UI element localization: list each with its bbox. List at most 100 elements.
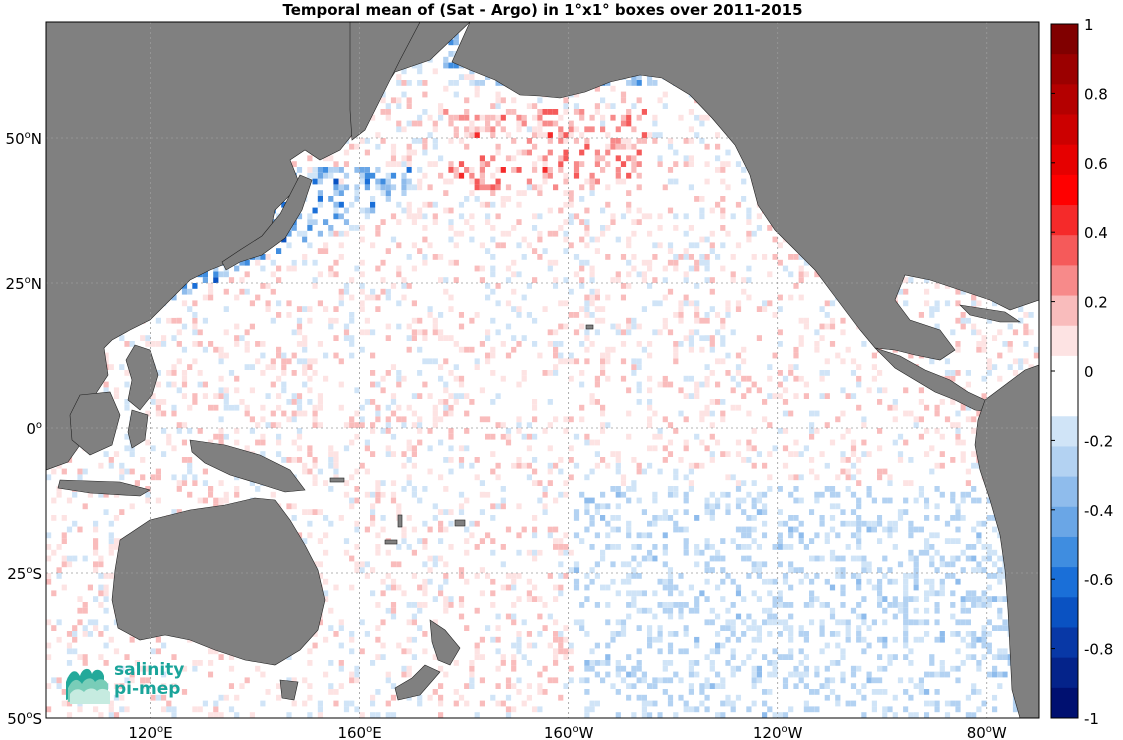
data-cell: [479, 236, 485, 243]
data-cell: [573, 433, 580, 440]
data-cell: [338, 167, 344, 173]
data-cell: [458, 694, 465, 701]
data-cell: [385, 712, 391, 718]
data-cell: [302, 486, 308, 492]
data-cell: [390, 161, 397, 167]
data-cell: [563, 538, 569, 544]
data-cell: [605, 323, 611, 330]
data-cell: [385, 445, 391, 452]
data-cell: [469, 677, 475, 684]
data-cell: [720, 265, 726, 272]
data-cell: [218, 358, 224, 365]
data-cell: [667, 491, 674, 498]
data-cell: [500, 271, 506, 278]
data-cell: [720, 213, 726, 220]
data-cell: [667, 515, 674, 521]
data-cell: [652, 700, 658, 707]
data-cell: [600, 515, 606, 521]
data-cell: [652, 242, 658, 249]
data-cell: [479, 352, 485, 359]
data-cell: [626, 213, 632, 220]
data-cell: [427, 561, 433, 568]
data-cell: [249, 317, 255, 324]
data-cell: [464, 196, 470, 202]
data-cell: [532, 213, 538, 220]
data-cell: [458, 358, 465, 365]
data-cell: [704, 619, 710, 626]
data-cell: [662, 573, 668, 579]
data-cell: [620, 526, 627, 533]
data-cell: [390, 474, 397, 481]
data-cell: [464, 306, 470, 312]
data-cell: [678, 648, 684, 655]
data-cell: [505, 462, 512, 469]
data-cell: [636, 161, 642, 167]
data-cell: [479, 375, 485, 382]
data-cell: [443, 381, 449, 388]
data-cell: [307, 468, 313, 475]
data-cell: [652, 207, 658, 214]
data-cell: [568, 642, 574, 649]
data-cell: [422, 538, 428, 544]
data-cell: [161, 706, 167, 713]
data-cell: [563, 109, 569, 115]
data-cell: [667, 648, 674, 655]
data-cell: [401, 178, 407, 185]
data-cell: [584, 665, 590, 672]
data-cell: [620, 578, 627, 585]
data-cell: [474, 642, 480, 649]
data-cell: [448, 271, 454, 278]
data-cell: [406, 323, 412, 330]
data-cell: [704, 155, 710, 162]
data-cell: [438, 375, 444, 382]
data-cell: [573, 213, 580, 220]
data-cell: [56, 636, 62, 643]
data-cell: [438, 416, 444, 423]
data-cell: [438, 596, 444, 602]
data-cell: [108, 671, 114, 678]
data-cell: [411, 445, 417, 452]
data-cell: [673, 213, 679, 220]
data-cell: [438, 520, 444, 527]
data-cell: [647, 642, 653, 649]
data-cell: [317, 491, 323, 498]
data-cell: [234, 712, 240, 718]
data-cell: [72, 631, 78, 637]
data-cell: [521, 254, 527, 260]
data-cell: [124, 341, 130, 347]
data-cell: [93, 706, 99, 713]
data-cell: [364, 207, 370, 214]
data-cell: [113, 538, 120, 544]
data-cell: [317, 706, 323, 713]
data-cell: [563, 178, 569, 185]
data-cell: [500, 114, 506, 121]
data-cell: [406, 619, 412, 626]
data-cell: [161, 671, 167, 678]
data-cell: [667, 631, 674, 637]
data-cell: [605, 532, 611, 539]
data-cell: [354, 613, 360, 620]
data-cell: [286, 416, 292, 423]
data-cell: [458, 335, 465, 341]
data-cell: [119, 706, 125, 713]
data-cell: [51, 613, 57, 620]
data-cell: [662, 665, 668, 672]
data-cell: [589, 236, 595, 243]
data-cell: [626, 573, 632, 579]
data-cell: [652, 329, 658, 336]
data-cell: [636, 544, 642, 550]
data-cell: [647, 625, 653, 631]
data-cell: [563, 196, 569, 202]
data-cell: [291, 370, 297, 376]
data-cell: [265, 364, 271, 370]
data-cell: [464, 462, 470, 469]
data-cell: [479, 178, 485, 185]
data-cell: [620, 358, 627, 365]
data-cell: [678, 242, 684, 249]
data-cell: [422, 149, 428, 156]
data-cell: [427, 358, 433, 365]
data-cell: [626, 201, 632, 208]
data-cell: [171, 683, 177, 689]
data-cell: [396, 294, 402, 301]
data-cell: [673, 486, 679, 492]
